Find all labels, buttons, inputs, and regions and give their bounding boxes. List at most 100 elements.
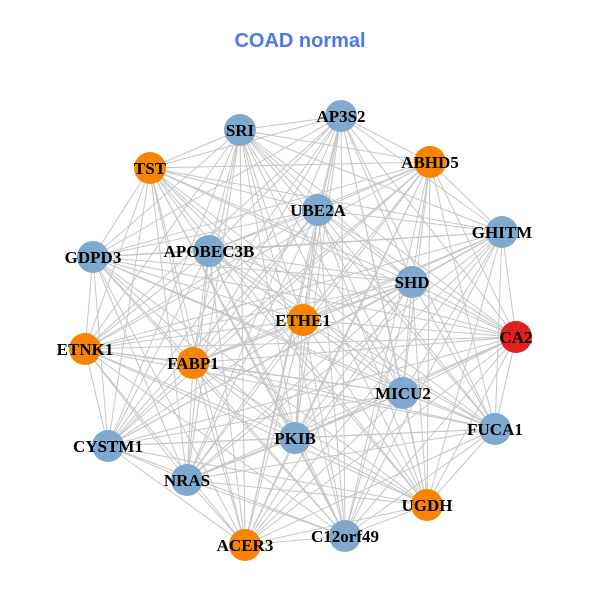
- edge: [92, 161, 431, 258]
- edge: [149, 167, 413, 283]
- edge: [84, 161, 431, 350]
- edge: [294, 437, 428, 506]
- node-label-shd: SHD: [395, 273, 430, 292]
- edge: [192, 336, 517, 364]
- node-fuca1: [479, 413, 511, 445]
- node-label-pkib: PKIB: [274, 429, 316, 448]
- edge: [107, 445, 246, 546]
- edge: [340, 115, 517, 338]
- edge: [239, 129, 304, 321]
- edge: [186, 319, 304, 481]
- edge: [84, 209, 319, 350]
- edge: [426, 428, 496, 506]
- edge: [340, 115, 431, 163]
- edge-layer: [84, 115, 517, 546]
- node-label-fabp1: FABP1: [167, 354, 219, 373]
- edge: [192, 362, 496, 430]
- node-label-sri: SRI: [226, 121, 255, 140]
- node-ugdh: [411, 489, 443, 521]
- edge: [84, 231, 503, 350]
- edge: [239, 129, 496, 430]
- edge: [186, 231, 503, 481]
- node-gdpd3: [77, 241, 109, 273]
- edge: [294, 115, 342, 439]
- node-label-fuca1: FUCA1: [467, 420, 523, 439]
- edge: [192, 231, 503, 364]
- edge: [84, 348, 496, 430]
- edge: [84, 336, 517, 350]
- edge: [92, 256, 246, 546]
- edge: [192, 362, 346, 537]
- edge: [92, 129, 241, 258]
- label-layer: SRI AP3S2 TST ABHD5 UBE2A GHITM GDPD3 APOBEC3B S…: [57, 107, 533, 555]
- edge: [294, 437, 346, 537]
- node-sri: [224, 114, 256, 146]
- edge: [208, 231, 503, 252]
- edge: [302, 319, 404, 394]
- edge: [244, 319, 304, 546]
- edge: [429, 161, 503, 233]
- edge: [426, 336, 517, 506]
- edge: [92, 167, 151, 258]
- edge: [239, 129, 246, 546]
- edge: [84, 250, 210, 350]
- edge: [192, 362, 246, 546]
- edge: [244, 437, 296, 546]
- edge: [294, 281, 413, 439]
- node-ap3s2: [325, 100, 357, 132]
- edge: [92, 115, 342, 258]
- edge: [208, 250, 517, 338]
- edge: [186, 115, 342, 481]
- edge: [244, 161, 431, 546]
- node-label-abhd5: ABHD5: [401, 153, 459, 172]
- edge: [107, 362, 194, 447]
- node-ca2: [500, 321, 532, 353]
- edge: [149, 167, 346, 537]
- edge: [302, 319, 428, 506]
- node-label-tst: TST: [134, 159, 167, 178]
- edge: [208, 250, 413, 283]
- edge: [208, 250, 346, 537]
- edge: [317, 209, 496, 430]
- node-cystm1: [92, 430, 124, 462]
- node-label-ca2: CA2: [499, 328, 532, 347]
- node-label-nras: NRAS: [164, 471, 210, 490]
- edge: [402, 392, 496, 430]
- edge: [92, 256, 404, 394]
- edge: [149, 167, 404, 394]
- edge: [411, 281, 496, 430]
- node-label-apobec3b: APOBEC3B: [164, 242, 255, 261]
- edge: [239, 115, 342, 131]
- edge: [107, 392, 404, 447]
- edge: [192, 319, 304, 364]
- node-label-acer3: ACER3: [217, 536, 274, 555]
- edge: [317, 209, 346, 537]
- node-abhd5: [414, 146, 446, 178]
- node-c12orf49: [329, 520, 361, 552]
- edge: [302, 319, 517, 338]
- edge: [107, 336, 517, 447]
- node-layer: [69, 100, 532, 561]
- edge: [192, 362, 404, 394]
- edge: [426, 231, 503, 506]
- edge: [501, 231, 517, 338]
- edge: [208, 209, 319, 252]
- edge: [92, 250, 210, 258]
- edge: [107, 250, 210, 447]
- node-label-c12orf49: C12orf49: [311, 527, 379, 546]
- edge: [149, 167, 496, 430]
- edge: [192, 362, 296, 439]
- edge: [107, 167, 151, 447]
- edge: [149, 167, 194, 364]
- node-label-ethe1: ETHE1: [275, 311, 331, 330]
- edge: [186, 336, 517, 481]
- edge: [84, 348, 246, 546]
- edge: [107, 129, 241, 447]
- edge: [302, 319, 496, 430]
- edge: [107, 437, 296, 447]
- edge: [107, 161, 431, 447]
- node-label-ghitm: GHITM: [472, 223, 532, 242]
- edge: [239, 129, 503, 233]
- edge: [402, 392, 428, 506]
